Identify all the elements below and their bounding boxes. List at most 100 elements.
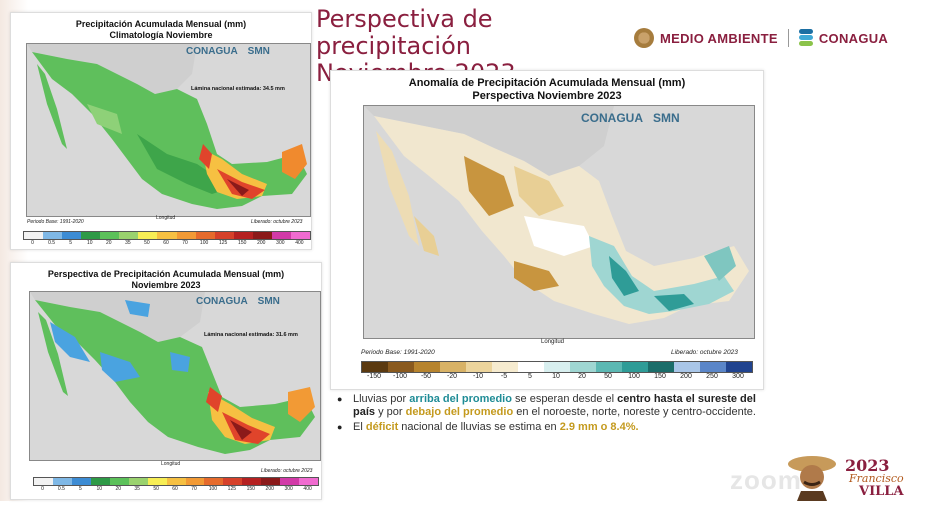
zoom-watermark: zoom: [730, 465, 802, 495]
panel2-title: Perspectiva de Precipitación Acumulada M…: [11, 269, 321, 291]
panel2-conagua-logo: CONAGUA: [196, 296, 248, 307]
cbar-tick: -20: [446, 373, 458, 380]
b1-text: en el noroeste, norte, noreste y centro-…: [513, 406, 756, 418]
cbar-tick: 400: [303, 486, 312, 492]
panel2-liberado: Liberado: octubre 2023: [261, 468, 313, 474]
cbar-tick: 0: [31, 240, 34, 246]
panel2-lamina: Lámina nacional estimada: 31.6 mm: [204, 332, 298, 338]
panel3-title-line2: Perspectiva Noviembre 2023: [472, 90, 622, 102]
header-logos: MEDIO AMBIENTE CONAGUA: [634, 24, 904, 52]
panel3-smn-logo: SMN: [653, 111, 680, 125]
b2-highlight-deficit: déficit: [365, 421, 399, 433]
cbar-tick: 300: [276, 240, 285, 246]
slide-title-line1: Perspectiva de precipitación: [316, 5, 493, 60]
logo-divider: [787, 29, 789, 47]
panel1-colorbar-labels: 0 0.5 5 10 20 35 50 60 70 100 125 150 200 300 400: [23, 240, 309, 246]
cbar-tick: -150: [366, 373, 381, 380]
cbar-tick: 100: [208, 486, 218, 492]
cbar-tick: 0: [41, 486, 44, 492]
cbar-tick: 60: [163, 240, 169, 246]
b2-highlight-value: 2.9 mm o 8.4%.: [559, 421, 639, 433]
cbar-tick: 20: [106, 240, 112, 246]
cbar-tick: 50: [604, 373, 612, 380]
forecast-map: [29, 291, 321, 461]
panel1-title-line1: Precipitación Acumulada Mensual (mm): [75, 19, 247, 29]
climatology-map-graphic: [27, 44, 310, 216]
cbar-tick: 10: [552, 373, 560, 380]
cbar-tick: 100: [199, 240, 209, 246]
panel2-xlabel: Longitud: [161, 461, 181, 467]
villa-year: 2023: [845, 456, 890, 475]
panel2-logos: CONAGUA SMN: [196, 296, 280, 307]
panel1-liberado: Liberado: octubre 2023: [251, 219, 303, 225]
panel2-colorbar-labels: 0 0.5 5 10 20 35 50 60 70 100 125 150 200 300 400: [33, 486, 317, 492]
panel3-periodo: Periodo Base: 1991-2020: [361, 349, 435, 356]
cbar-tick: 10: [86, 240, 93, 246]
cbar-tick: 150: [238, 240, 247, 246]
b1-text: Lluvias por: [353, 393, 410, 405]
panel2-title-line2: Noviembre 2023: [131, 280, 201, 290]
cbar-tick: 125: [227, 486, 237, 492]
cbar-tick: 300: [284, 486, 293, 492]
panel3-colorbar-labels: -150 -100 -50 -20 -10 -5 5 10 20 50 100 150 200 250 30…: [361, 373, 751, 380]
cbar-tick: 200: [265, 486, 274, 492]
panel2-title-line1: Perspectiva de Precipitación Acumulada M…: [47, 269, 285, 279]
cbar-tick: 20: [115, 486, 121, 492]
medio-ambiente-logo: MEDIO AMBIENTE: [660, 30, 778, 46]
panel1-smn-logo: SMN: [247, 46, 270, 57]
cbar-tick: 125: [218, 240, 228, 246]
panel3-logos: CONAGUA SMN: [581, 111, 680, 125]
panel1-colorbar: [23, 231, 311, 240]
cbar-tick: 5: [78, 486, 82, 492]
cbar-tick: 50: [153, 486, 159, 492]
panel1-title: Precipitación Acumulada Mensual (mm) Cli…: [11, 19, 311, 41]
bullet-1: Lluvias por arriba del promedio se esper…: [337, 393, 767, 419]
b1-highlight-region: centro hasta el sureste del país: [353, 393, 756, 418]
cbar-tick: 400: [295, 240, 304, 246]
cbar-tick: 35: [134, 486, 140, 492]
panel1-conagua-logo: CONAGUA: [186, 46, 238, 57]
cbar-tick: 200: [680, 373, 692, 380]
panel1-periodo: Periodo Base: 1991-2020: [27, 219, 84, 225]
panel2-colorbar: [33, 477, 319, 486]
panel1-title-line2: Climatología Noviembre: [109, 30, 213, 40]
panel3-xlabel: Longitud: [541, 339, 565, 345]
forecast-map-graphic: [30, 292, 320, 460]
summary-bullets: Lluvias por arriba del promedio se esper…: [337, 393, 767, 436]
cbar-tick: 5: [69, 240, 73, 246]
panel3-title: Anomalía de Precipitación Acumulada Mens…: [331, 77, 763, 103]
villa-name1: Francisco: [849, 472, 904, 485]
cbar-tick: 150: [654, 373, 666, 380]
panel2-smn-logo: SMN: [257, 296, 280, 307]
cbar-tick: 20: [578, 373, 586, 380]
cbar-tick: 50: [144, 240, 150, 246]
panel3-conagua-logo: CONAGUA: [581, 111, 643, 125]
b1-text: y por: [375, 406, 406, 418]
cbar-tick: 300: [732, 373, 744, 380]
cbar-tick: -5: [500, 373, 508, 380]
cbar-tick: 35: [125, 240, 131, 246]
b2-text: nacional de lluvias se estima en: [398, 421, 560, 433]
anomaly-map-panel: Anomalía de Precipitación Acumulada Mens…: [330, 70, 764, 390]
panel1-logos: CONAGUA SMN: [186, 46, 270, 57]
cbar-tick: 60: [172, 486, 178, 492]
villa-portrait-icon: [788, 456, 836, 501]
cbar-tick: 70: [191, 486, 197, 492]
conagua-logo: CONAGUA: [818, 30, 889, 46]
cbar-tick: 200: [257, 240, 266, 246]
anomaly-map: [363, 105, 755, 339]
cbar-tick: 70: [182, 240, 188, 246]
panel3-title-line1: Anomalía de Precipitación Acumulada Mens…: [408, 77, 686, 89]
panel3-liberado: Liberado: octubre 2023: [671, 349, 738, 356]
cbar-tick: 10: [96, 486, 103, 492]
cbar-tick: 5: [528, 373, 532, 380]
cbar-tick: 0.5: [57, 486, 65, 492]
b2-text: El: [353, 421, 366, 433]
cbar-tick: 0.5: [48, 240, 56, 246]
panel3-colorbar: [361, 361, 753, 373]
forecast-map-panel: Perspectiva de Precipitación Acumulada M…: [10, 262, 322, 500]
b1-highlight-below: debajo del promedio: [405, 406, 514, 418]
b1-highlight-above: arriba del promedio: [409, 393, 512, 405]
villa-name2: VILLA: [859, 484, 904, 499]
bullet-2: El déficit nacional de lluvias se estima…: [337, 421, 767, 434]
